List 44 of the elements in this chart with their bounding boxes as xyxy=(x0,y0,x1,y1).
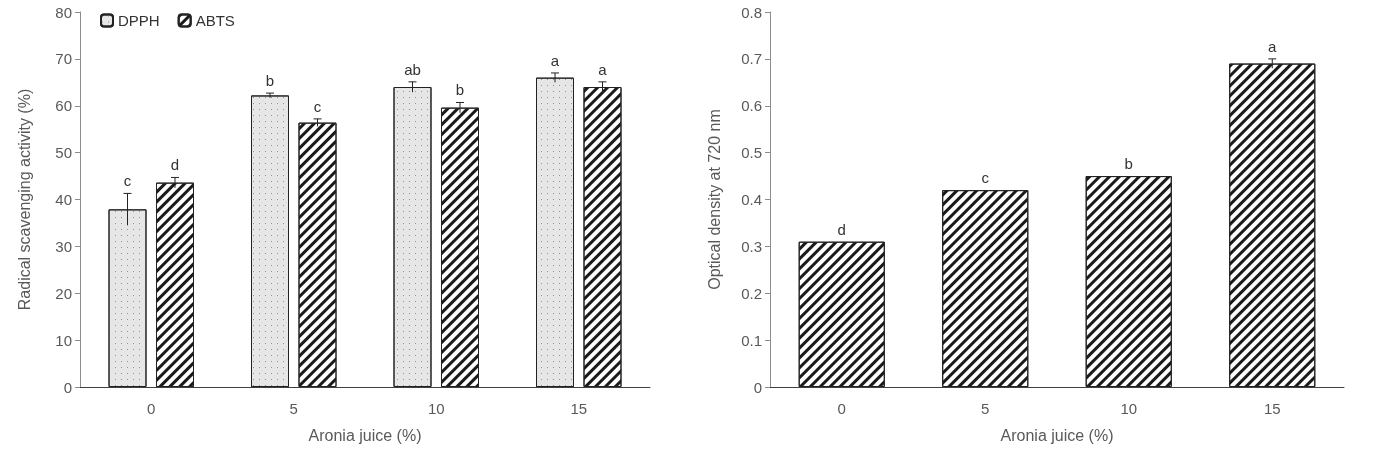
y-tick-label: 0.2 xyxy=(741,284,762,302)
x-tick-label: 15 xyxy=(1263,400,1281,417)
x-tick-label: 5 xyxy=(981,400,990,417)
data-label: b xyxy=(1124,155,1133,173)
y-tick-label: 0 xyxy=(753,378,762,396)
y-tick-label: 50 xyxy=(55,144,72,162)
x-tick-label: 0 xyxy=(837,400,846,417)
x-tick-label: 15 xyxy=(570,400,588,417)
x-tick-label: 10 xyxy=(427,400,445,417)
y-tick-label: 0.5 xyxy=(741,144,762,162)
y-tick-label: 30 xyxy=(55,237,72,255)
data-label: d xyxy=(170,156,180,174)
y-tick-label: 60 xyxy=(55,97,72,115)
y-tick-label: 10 xyxy=(55,331,72,349)
y-tick-label: 40 xyxy=(55,191,72,208)
y-axis-title: Radical scavenging activity (%) xyxy=(15,88,33,311)
data-label: ab xyxy=(404,60,421,78)
data-label: c xyxy=(313,97,322,115)
data-label: a xyxy=(550,51,560,69)
y-tick-label: 0.6 xyxy=(741,97,762,115)
x-tick-label: 0 xyxy=(147,400,156,417)
data-label: a xyxy=(598,60,608,78)
data-label: b xyxy=(455,81,465,99)
data-label: c xyxy=(981,169,990,187)
data-label: a xyxy=(1268,37,1278,55)
x-axis-title: Aronia juice (%) xyxy=(308,426,422,444)
x-tick-label: 10 xyxy=(1120,400,1138,417)
y-tick-label: 20 xyxy=(55,284,72,302)
y-tick-label: 0.8 xyxy=(741,3,762,21)
y-tick-label: 0.4 xyxy=(741,191,762,208)
x-tick-label: 5 xyxy=(289,400,298,417)
y-tick-label: 0 xyxy=(63,378,72,396)
x-axis-title: Aronia juice (%) xyxy=(1000,426,1114,444)
data-label: c xyxy=(123,172,132,190)
data-label: b xyxy=(265,72,275,90)
legend-label: DPPH xyxy=(118,12,160,29)
y-tick-label: 70 xyxy=(55,50,72,68)
y-tick-label: 0.3 xyxy=(741,237,762,255)
y-tick-label: 0.1 xyxy=(741,331,762,349)
legend-label: ABTS xyxy=(195,12,235,29)
y-tick-label: 80 xyxy=(55,3,72,21)
y-axis-title: Optical density at 720 nm xyxy=(705,109,723,290)
data-label: d xyxy=(837,220,846,238)
y-tick-label: 0.7 xyxy=(741,50,762,68)
